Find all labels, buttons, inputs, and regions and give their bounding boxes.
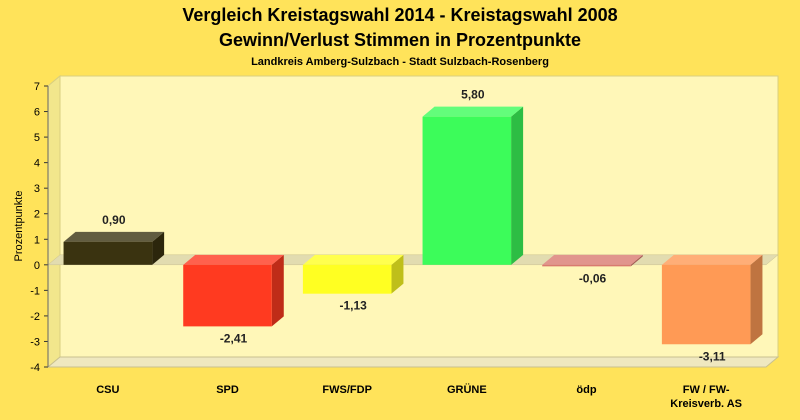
bars xyxy=(63,106,763,345)
bar-ödp xyxy=(542,254,643,267)
y-tick-label: 6 xyxy=(34,107,40,119)
bar-front xyxy=(422,116,512,265)
bar-spd xyxy=(183,254,284,327)
bar-side xyxy=(271,254,284,327)
data-label: -2,41 xyxy=(220,331,248,345)
x-tick-label: FW / FW- xyxy=(683,384,730,396)
y-tick-label: 2 xyxy=(34,209,40,221)
chart-subtitle-2: Landkreis Amberg-Sulzbach - Stadt Sulzba… xyxy=(251,56,549,68)
y-tick-label: 1 xyxy=(34,234,40,246)
bar-top xyxy=(661,254,763,265)
bar-fws-fdp xyxy=(302,254,404,294)
x-tick-label: ödp xyxy=(576,384,596,396)
data-label: -3,11 xyxy=(699,349,726,363)
bar-top xyxy=(63,231,165,242)
bar-fw-fw-kreisverb-as xyxy=(661,254,763,345)
bar-grüne xyxy=(422,106,524,265)
data-label: -0,06 xyxy=(579,271,607,285)
plot-floor xyxy=(46,356,780,368)
bar-top xyxy=(542,254,643,265)
data-label: 0,90 xyxy=(102,213,126,227)
bar-side xyxy=(630,254,643,267)
bar-side xyxy=(391,254,404,294)
bar-csu xyxy=(63,231,165,265)
y-tick-label: -2 xyxy=(30,311,40,323)
y-tick-label: -4 xyxy=(30,362,40,374)
bar-side xyxy=(750,254,763,345)
chart-subtitle: Gewinn/Verlust Stimmen in Prozentpunkte xyxy=(219,30,581,50)
bar-front xyxy=(542,264,631,267)
bar-front xyxy=(661,264,751,345)
bar-front xyxy=(183,264,272,327)
data-label: 5,80 xyxy=(461,88,485,102)
x-tick-label: CSU xyxy=(96,384,119,396)
y-tick-label: 0 xyxy=(34,260,40,272)
bar-side xyxy=(152,231,165,265)
x-tick-label: Kreisverb. AS xyxy=(670,398,742,410)
y-tick-label: 4 xyxy=(34,158,40,170)
bar-top xyxy=(183,254,284,265)
y-axis: -4 -3 -2 -1 0 1 2 3 4 5 6 7 xyxy=(30,81,49,374)
x-axis: CSU SPD FWS/FDP GRÜNE ödp FW / FW- Kreisverb. … xyxy=(96,383,742,410)
data-labels: 0,90 -2,41 -1,13 5,80 -0,06 -3,11 xyxy=(102,88,726,364)
y-axis-label: Prozentpunkte xyxy=(13,191,25,262)
bar-top xyxy=(422,106,524,117)
y-tick-label: -3 xyxy=(30,336,40,348)
x-tick-label: FWS/FDP xyxy=(322,384,372,396)
data-label: -1,13 xyxy=(339,299,367,313)
bar-front xyxy=(302,264,392,294)
bar-top xyxy=(302,254,404,265)
y-tick-label: 7 xyxy=(34,81,40,93)
x-tick-label: SPD xyxy=(216,384,239,396)
plot-left-wall xyxy=(47,74,61,369)
bar-front xyxy=(63,241,153,265)
chart-title: Vergleich Kreistagswahl 2014 - Kreistags… xyxy=(182,5,617,25)
y-tick-label: 3 xyxy=(34,183,40,195)
bar-side xyxy=(511,106,524,265)
y-tick-label: -1 xyxy=(30,285,40,297)
x-tick-label: GRÜNE xyxy=(447,383,487,396)
y-tick-label: 5 xyxy=(34,132,40,144)
